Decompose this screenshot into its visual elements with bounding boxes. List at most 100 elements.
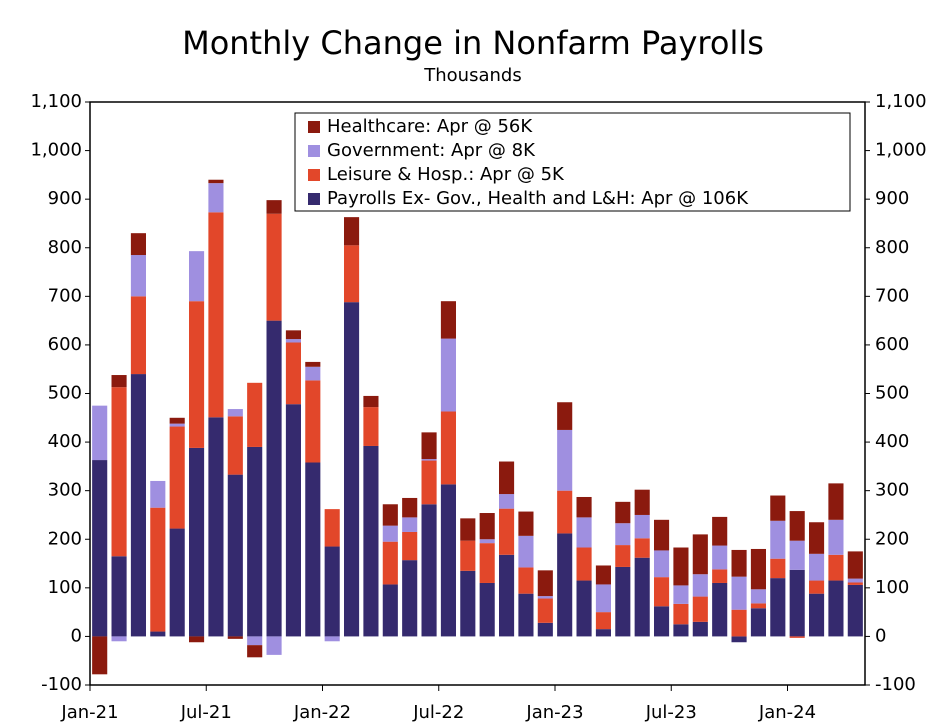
bar-segment: [557, 429, 573, 491]
bar-segment: [770, 495, 786, 521]
bar-segment: [692, 596, 708, 622]
legend-swatch: [308, 145, 320, 157]
bar-segment: [111, 556, 127, 637]
bar-segment: [402, 517, 418, 532]
bar-segment: [421, 504, 437, 637]
y2-tick-label: 1,100: [875, 91, 927, 112]
y-tick-label: 700: [48, 285, 82, 306]
bar-segment: [479, 513, 495, 540]
bar-segment: [828, 519, 844, 555]
bar-segment: [285, 404, 301, 637]
bar-segment: [499, 508, 515, 555]
y-tick-label: 900: [48, 188, 82, 209]
y2-tick-label: 800: [875, 237, 909, 258]
bar-segment: [576, 517, 592, 548]
bar-segment: [770, 558, 786, 579]
bar-segment: [692, 621, 708, 637]
bar-segment: [440, 411, 456, 485]
legend-label: Healthcare: Apr @ 56K: [327, 116, 533, 137]
bar-segment: [479, 539, 495, 544]
x-tick-label: Jul-21: [180, 702, 232, 723]
bar-segment: [440, 338, 456, 412]
bar-segment: [499, 461, 515, 495]
bar-segment: [518, 593, 534, 637]
bar-segment: [382, 541, 398, 585]
bar-segment: [809, 593, 825, 637]
bar-segment: [421, 460, 437, 505]
bar-segment: [227, 636, 243, 639]
y2-tick-label: 0: [875, 625, 886, 646]
bar-segment: [828, 580, 844, 637]
bar-segment: [363, 445, 379, 637]
y2-tick-label: 600: [875, 334, 909, 355]
bar-segment: [770, 520, 786, 559]
y-tick-label: 800: [48, 237, 82, 258]
bar-segment: [266, 213, 282, 321]
bar-segment: [789, 636, 805, 638]
bar-segment: [847, 578, 863, 583]
plot-frame: [89, 101, 866, 686]
bar-segment: [130, 255, 146, 297]
bar-segment: [750, 548, 766, 590]
legend-label: Payrolls Ex- Gov., Health and L&H: Apr @…: [327, 188, 749, 209]
bar-segment: [247, 446, 263, 637]
bar-segment: [634, 538, 650, 558]
bar-segment: [518, 511, 534, 536]
bar-segment: [847, 582, 863, 585]
y2-tick-label: 500: [875, 383, 909, 404]
bar-segment: [595, 584, 611, 613]
bar-segment: [402, 497, 418, 518]
bar-segment: [247, 645, 263, 658]
bar-segment: [208, 179, 224, 184]
y-tick-label: 0: [71, 625, 82, 646]
y2-tick-label: 200: [875, 528, 909, 549]
bar-segment: [227, 409, 243, 417]
bar-segment: [731, 549, 747, 577]
bar-segment: [557, 533, 573, 637]
y-tick-label: 500: [48, 383, 82, 404]
bar-segment: [789, 540, 805, 570]
legend-swatch: [308, 193, 320, 205]
x-tick-label: Jan-22: [293, 702, 351, 723]
y2-tick-label: 400: [875, 431, 909, 452]
y-tick-label: -100: [41, 674, 82, 695]
bar-segment: [770, 578, 786, 637]
bar-segment: [208, 183, 224, 213]
bar-segment: [285, 330, 301, 340]
bar-segment: [595, 565, 611, 585]
y2-tick-label: 1,000: [875, 140, 927, 161]
bar-segment: [189, 251, 205, 302]
bar-segment: [130, 233, 146, 256]
bar-segment: [382, 525, 398, 542]
legend-swatch: [308, 169, 320, 181]
bar-segment: [208, 417, 224, 637]
bar-segment: [344, 245, 360, 303]
bar-segment: [557, 402, 573, 430]
bar-segment: [305, 366, 321, 381]
bar-segment: [92, 636, 108, 675]
bar-segment: [518, 567, 534, 594]
bar-segment: [305, 380, 321, 463]
bar-segment: [479, 582, 495, 637]
bar-segment: [576, 547, 592, 581]
bar-segment: [130, 296, 146, 375]
bar-segment: [421, 459, 437, 461]
bar-segment: [285, 342, 301, 405]
bar-segment: [344, 217, 360, 246]
bar-segment: [499, 554, 515, 637]
bar-segment: [654, 550, 670, 578]
bar-segment: [634, 557, 650, 637]
y2-tick-label: 900: [875, 188, 909, 209]
legend-box: [294, 112, 851, 212]
bar-segment: [169, 423, 185, 427]
bar-segment: [92, 405, 108, 461]
bar-segment: [731, 576, 747, 610]
bar-segment: [421, 432, 437, 460]
bar-segment: [673, 585, 689, 604]
bar-segment: [789, 569, 805, 637]
chart-title: Monthly Change in Nonfarm Payrolls: [182, 24, 764, 62]
legend-label: Government: Apr @ 8K: [327, 140, 536, 161]
y-tick-label: 200: [48, 528, 82, 549]
bar-segment: [169, 417, 185, 424]
